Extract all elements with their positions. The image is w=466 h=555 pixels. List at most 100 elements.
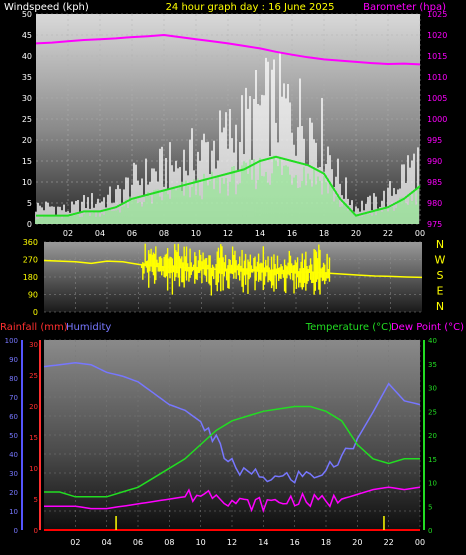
dewpoint-axis-label: Dew Point (°C) [391, 322, 464, 333]
wind-x-tick-label: 02 [63, 229, 73, 238]
humidity-tick-label: 10 [9, 508, 18, 516]
climate-x-tick-label: 08 [164, 538, 174, 547]
average-wind-line [36, 155, 421, 217]
rain-tick-label: 5 [34, 496, 38, 504]
humidity-line [43, 362, 421, 484]
windspeed-axis-label: Windspeed (kph) [4, 2, 89, 13]
wind-tick-label: 20 [22, 136, 32, 145]
direction-tick-label: 360 [23, 238, 38, 247]
barometer-tick-label: 1015 [427, 52, 447, 61]
humidity-tick-label: 40 [9, 451, 18, 459]
barometer-tick-label: 975 [427, 220, 442, 229]
humidity-tick-label: 70 [9, 394, 18, 402]
humidity-axis-label: Humidity [66, 322, 111, 333]
direction-tick-label: 180 [23, 273, 38, 282]
compass-letter: W [435, 254, 446, 267]
barometer-tick-label: 1010 [427, 73, 447, 82]
wind-series [35, 33, 421, 224]
wind-tick-label: 35 [22, 73, 32, 82]
temperature-tick-label: 10 [428, 480, 437, 488]
rainfall-axis-label: Rainfall (mm) [0, 322, 68, 333]
compass-letter: S [437, 269, 444, 282]
wind-x-tick-label: 22 [383, 229, 393, 238]
wind-x-tick-label: 16 [287, 229, 297, 238]
climate-x-tick-label: 16 [290, 538, 300, 547]
barometer-line [35, 33, 421, 66]
wind-tick-label: 40 [22, 52, 32, 61]
barometer-tick-label: 1000 [427, 115, 447, 124]
climate-x-tick-label: 06 [133, 538, 143, 547]
direction-tick-label: 0 [33, 308, 38, 317]
humidity-tick-label: 100 [5, 337, 18, 345]
wind-x-tick-label: 04 [95, 229, 105, 238]
temperature-line [44, 405, 420, 498]
rain-tick-label: 0 [34, 527, 38, 535]
humidity-tick-label: 80 [9, 375, 18, 383]
rain-tick-label: 15 [29, 434, 38, 442]
humidity-tick-label: 0 [14, 527, 18, 535]
barometer-tick-label: 1005 [427, 94, 447, 103]
barometer-axis-label: Barometer (hpa) [363, 2, 446, 13]
temperature-axis-label: Temperature (°C) [305, 322, 392, 333]
rain-tick-label: 10 [29, 465, 38, 473]
rain-tick-label: 20 [29, 403, 38, 411]
humidity-tick-label: 60 [9, 413, 18, 421]
direction-tick-label: 270 [23, 256, 38, 265]
temperature-tick-label: 35 [428, 361, 437, 369]
wind-tick-label: 15 [22, 157, 32, 166]
wind-tick-label: 25 [22, 115, 32, 124]
chart-title: 24 hour graph day : 16 June 2025 [166, 2, 335, 13]
barometer-tick-label: 995 [427, 136, 442, 145]
humidity-tick-label: 90 [9, 356, 18, 364]
compass-letter: E [437, 285, 444, 298]
wind-x-tick-label: 20 [351, 229, 361, 238]
wind-x-tick-label: 14 [255, 229, 265, 238]
barometer-tick-label: 1025 [427, 10, 447, 19]
temperature-tick-label: 15 [428, 456, 437, 464]
wind-tick-label: 10 [22, 178, 32, 187]
climate-x-tick-label: 20 [352, 538, 362, 547]
rain-tick-label: 25 [29, 372, 38, 380]
humidity-tick-label: 20 [9, 489, 18, 497]
wind-x-tick-label: 06 [127, 229, 137, 238]
dewpoint-line [44, 486, 421, 514]
rain-tick-label: 30 [29, 341, 38, 349]
temperature-tick-label: 5 [428, 503, 432, 511]
wind-x-tick-label: 00 [415, 229, 425, 238]
compass-letter: N [436, 238, 444, 251]
temperature-tick-label: 40 [428, 337, 437, 345]
humidity-tick-label: 30 [9, 470, 18, 478]
temperature-tick-label: 0 [428, 527, 432, 535]
barometer-tick-label: 990 [427, 157, 442, 166]
climate-x-tick-label: 18 [321, 538, 331, 547]
climate-x-tick-label: 02 [70, 538, 80, 547]
climate-x-tick-label: 22 [384, 538, 394, 547]
wind-tick-label: 5 [27, 199, 32, 208]
wind-tick-label: 0 [27, 220, 32, 229]
barometer-tick-label: 980 [427, 199, 442, 208]
wind-tick-label: 45 [22, 31, 32, 40]
temperature-tick-label: 25 [428, 408, 437, 416]
wind-tick-label: 30 [22, 94, 32, 103]
wind-x-tick-label: 12 [223, 229, 233, 238]
wind-x-tick-label: 18 [319, 229, 329, 238]
direction-series [43, 243, 423, 296]
direction-axes: 0 90 180 270 360 [23, 238, 38, 317]
climate-x-tick-label: 12 [227, 538, 237, 547]
wind-axes: 0510152025303540455097598098599099510001… [22, 10, 448, 238]
humidity-tick-label: 50 [9, 432, 18, 440]
wind-tick-label: 50 [22, 10, 32, 19]
climate-x-tick-label: 00 [415, 538, 425, 547]
climate-x-tick-label: 10 [196, 538, 206, 547]
climate-series [43, 362, 421, 531]
wind-x-tick-label: 08 [159, 229, 169, 238]
climate-x-tick-label: 14 [258, 538, 268, 547]
barometer-tick-label: 1020 [427, 31, 447, 40]
wind-x-tick-label: 10 [191, 229, 201, 238]
barometer-tick-label: 985 [427, 178, 442, 187]
temperature-tick-label: 20 [428, 432, 437, 440]
temperature-tick-label: 30 [428, 385, 437, 393]
